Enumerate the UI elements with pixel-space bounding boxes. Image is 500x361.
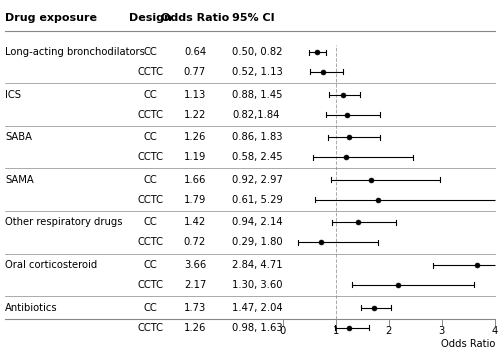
Text: 0.86, 1.83: 0.86, 1.83 <box>232 132 283 142</box>
Text: 1: 1 <box>332 326 339 336</box>
Text: CC: CC <box>143 303 157 313</box>
Text: CC: CC <box>143 260 157 270</box>
Text: 1.13: 1.13 <box>184 90 206 100</box>
Text: 95% CI: 95% CI <box>232 13 275 23</box>
Text: ICS: ICS <box>5 90 21 100</box>
Text: 0.29, 1.80: 0.29, 1.80 <box>232 237 283 247</box>
Text: CC: CC <box>143 175 157 185</box>
Text: 1.47, 2.04: 1.47, 2.04 <box>232 303 283 313</box>
Text: 2.84, 4.71: 2.84, 4.71 <box>232 260 283 270</box>
Text: 0.50, 0.82: 0.50, 0.82 <box>232 47 283 57</box>
Text: Long-acting bronchodilators: Long-acting bronchodilators <box>5 47 145 57</box>
Text: 0.98, 1.63: 0.98, 1.63 <box>232 322 283 332</box>
Text: CCTC: CCTC <box>137 195 163 205</box>
Text: 0.94, 2.14: 0.94, 2.14 <box>232 217 283 227</box>
Text: 2: 2 <box>386 326 392 336</box>
Text: CCTC: CCTC <box>137 322 163 332</box>
Text: 1.79: 1.79 <box>184 195 206 205</box>
Text: CCTC: CCTC <box>137 237 163 247</box>
Text: 1.19: 1.19 <box>184 152 206 162</box>
Text: Oral corticosteroid: Oral corticosteroid <box>5 260 97 270</box>
Text: 0.72: 0.72 <box>184 237 206 247</box>
Text: CC: CC <box>143 217 157 227</box>
Text: Odds Ratio: Odds Ratio <box>161 13 229 23</box>
Text: CC: CC <box>143 90 157 100</box>
Text: 1.26: 1.26 <box>184 132 206 142</box>
Text: 1.42: 1.42 <box>184 217 206 227</box>
Text: 1.26: 1.26 <box>184 322 206 332</box>
Text: CCTC: CCTC <box>137 109 163 119</box>
Text: 0.58, 2.45: 0.58, 2.45 <box>232 152 283 162</box>
Text: 0.92, 2.97: 0.92, 2.97 <box>232 175 283 185</box>
Text: CC: CC <box>143 132 157 142</box>
Text: SABA: SABA <box>5 132 32 142</box>
Text: 0.77: 0.77 <box>184 67 206 77</box>
Text: CCTC: CCTC <box>137 280 163 290</box>
Text: 0.88, 1.45: 0.88, 1.45 <box>232 90 283 100</box>
Text: 4: 4 <box>492 326 498 336</box>
Text: 0: 0 <box>280 326 285 336</box>
Text: Other respiratory drugs: Other respiratory drugs <box>5 217 122 227</box>
Text: 0.82,1.84: 0.82,1.84 <box>232 109 280 119</box>
Text: 2.17: 2.17 <box>184 280 206 290</box>
Text: CCTC: CCTC <box>137 152 163 162</box>
Text: 3: 3 <box>439 326 445 336</box>
Text: 3.66: 3.66 <box>184 260 206 270</box>
Text: CCTC: CCTC <box>137 67 163 77</box>
Text: 1.22: 1.22 <box>184 109 206 119</box>
Text: 0.61, 5.29: 0.61, 5.29 <box>232 195 283 205</box>
Text: 1.30, 3.60: 1.30, 3.60 <box>232 280 283 290</box>
Text: Antibiotics: Antibiotics <box>5 303 58 313</box>
Text: Drug exposure: Drug exposure <box>5 13 97 23</box>
Text: 0.64: 0.64 <box>184 47 206 57</box>
Text: Design: Design <box>128 13 172 23</box>
Text: 1.73: 1.73 <box>184 303 206 313</box>
Text: 0.52, 1.13: 0.52, 1.13 <box>232 67 283 77</box>
Text: 1.66: 1.66 <box>184 175 206 185</box>
Text: SAMA: SAMA <box>5 175 34 185</box>
Text: CC: CC <box>143 47 157 57</box>
Text: Odds Ratio: Odds Ratio <box>440 339 495 349</box>
